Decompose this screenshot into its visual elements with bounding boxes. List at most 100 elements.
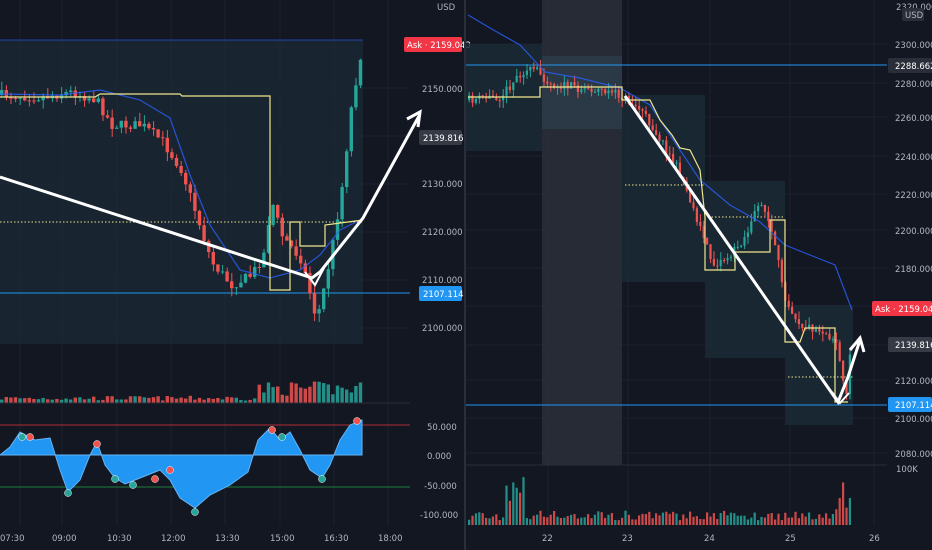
volume-bar — [614, 520, 617, 525]
right-currency-box[interactable] — [902, 8, 924, 21]
volume-bar — [156, 396, 160, 403]
candle-body — [532, 66, 535, 69]
volume-bar — [682, 514, 685, 525]
candle-body — [308, 272, 312, 294]
candle-body — [271, 204, 275, 226]
candle-body — [211, 252, 215, 265]
right-trend-drawing[interactable] — [623, 95, 862, 406]
right-panel[interactable]: 2320.000 USD 2300.000 2280.000 2260.000 … — [466, 0, 932, 544]
left-oscillator-area — [0, 419, 363, 509]
candle-body — [248, 273, 252, 277]
volume-bar — [317, 381, 321, 403]
left-time-tick: 16:30 — [324, 534, 349, 544]
candle-body — [349, 107, 353, 152]
volume-bar — [627, 514, 630, 525]
right-step-line — [468, 86, 848, 403]
candle-body — [794, 313, 797, 320]
volume-bar — [549, 514, 552, 525]
volume-bar — [299, 387, 303, 403]
volume-bar — [593, 514, 596, 525]
candle-body — [760, 205, 763, 207]
volume-bar — [743, 515, 746, 525]
volume-bar — [248, 399, 252, 403]
candle-body — [174, 157, 179, 167]
volume-bar — [729, 512, 732, 525]
volume-bar — [546, 517, 549, 525]
volume-bar — [590, 518, 593, 525]
candle-body — [651, 125, 654, 131]
left-osc-tick: 50.000 — [427, 423, 457, 433]
volume-bar — [763, 517, 766, 525]
left-time-tick: 10:30 — [107, 534, 132, 544]
volume-bar — [774, 519, 777, 525]
left-ask-tag — [404, 37, 462, 52]
volume-bar — [563, 517, 566, 525]
volume-bar — [706, 512, 709, 525]
oscillator-signal-dot — [18, 433, 26, 441]
volume-bar — [285, 395, 289, 403]
left-price-axis[interactable]: USD 2150.000 2130.000 2120.000 2110.000 … — [404, 3, 471, 521]
volume-bar — [777, 513, 780, 525]
volume-bar — [570, 514, 573, 525]
volume-bar — [536, 514, 539, 525]
left-osc-tick: 0.000 — [427, 452, 451, 462]
left-time-tick: 07:30 — [0, 534, 25, 544]
candle-body — [777, 245, 780, 261]
left-time-axis[interactable]: 07:30 09:00 10:30 12:00 13:30 15:00 16:3… — [0, 534, 403, 544]
candle-body — [780, 260, 783, 283]
left-price-tick: 2130.000 — [422, 180, 463, 190]
volume-bar — [46, 399, 50, 403]
candle-body — [312, 293, 317, 314]
right-price-tag-2 — [888, 397, 932, 412]
oscillator-signal-dot — [129, 481, 137, 489]
volume-bar — [9, 397, 13, 403]
candle-body — [128, 127, 133, 129]
right-price-axis[interactable]: 2320.000 USD 2300.000 2280.000 2260.000 … — [872, 3, 932, 475]
left-price-tag-1 — [419, 130, 462, 145]
volume-bar — [814, 518, 817, 525]
candle-body — [709, 244, 712, 260]
candle-body — [593, 91, 596, 93]
volume-bar — [519, 492, 522, 525]
oscillator-signal-dot — [111, 475, 119, 483]
volume-bar — [804, 516, 807, 525]
volume-bar — [610, 513, 613, 525]
candle-body — [345, 151, 349, 187]
candle-body — [746, 232, 749, 238]
volume-bar — [188, 395, 192, 403]
candle-body — [814, 329, 817, 332]
left-price-tick: 2150.000 — [422, 85, 463, 95]
volume-bar — [757, 520, 760, 525]
right-price-tick: 2180.000 — [895, 265, 932, 275]
candle-body — [797, 319, 800, 324]
volume-bar — [124, 399, 128, 403]
left-currency-label: USD — [437, 3, 456, 13]
candle-body — [699, 221, 702, 226]
candle-body — [723, 259, 726, 261]
candle-body — [27, 100, 31, 102]
candle-body — [481, 95, 484, 98]
left-price-tag-1-label: 2139.816 — [423, 134, 464, 144]
volume-bar — [92, 396, 96, 403]
candle-body — [617, 89, 620, 98]
volume-bar — [345, 389, 349, 403]
left-trend-drawing[interactable] — [0, 115, 421, 280]
right-price-tag-top-label: 2288.662 — [895, 62, 932, 72]
candle-body — [641, 109, 644, 111]
left-panel[interactable]: USD 2150.000 2130.000 2120.000 2110.000 … — [0, 0, 471, 544]
right-time-axis[interactable]: 22 23 24 25 26 — [542, 534, 880, 544]
candle-body — [115, 127, 119, 129]
volume-bar — [253, 398, 257, 403]
candle-body — [648, 113, 651, 126]
candle-body — [719, 259, 722, 266]
candle-body — [655, 130, 658, 135]
candle-body — [818, 329, 821, 332]
candle-body — [243, 273, 248, 283]
volume-bar — [312, 381, 317, 403]
candle-body — [736, 246, 739, 248]
right-ask-label: Ask · 2159.043 — [875, 305, 932, 315]
volume-bar — [607, 514, 610, 525]
candle-body — [239, 282, 243, 288]
volume-bar — [539, 510, 542, 525]
